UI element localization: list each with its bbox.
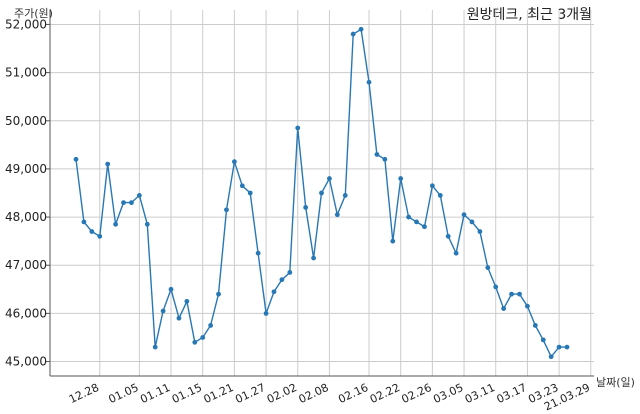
x-tick-label: 03.05 (431, 381, 465, 406)
data-point (129, 200, 134, 206)
data-point (319, 190, 324, 196)
data-point (287, 270, 293, 275)
data-point (73, 156, 79, 162)
x-tick-label: 01.27 (233, 381, 267, 406)
x-tick-label: 02.08 (297, 381, 331, 406)
x-tick-label: 02.02 (265, 381, 299, 406)
data-point (461, 212, 467, 218)
data-point (239, 183, 245, 189)
chart-title: 원방테크, 최근 3개월 (467, 7, 592, 23)
data-point (144, 221, 150, 227)
x-tick-label: 01.11 (138, 381, 172, 406)
data-point (342, 193, 348, 198)
x-tick-label: 03.11 (463, 381, 497, 406)
data-point (501, 306, 507, 311)
data-point (200, 335, 206, 340)
data-point (374, 152, 380, 157)
y-tick-label: 47,000 (5, 258, 47, 272)
x-tick-label: 02.16 (336, 381, 370, 406)
x-tick-label: 01.05 (107, 381, 141, 406)
data-point (255, 250, 261, 256)
data-point (327, 176, 332, 181)
data-point (390, 238, 396, 244)
data-point (429, 183, 435, 189)
data-point (81, 219, 87, 225)
x-tick-label: 12.28 (67, 381, 101, 406)
data-point (89, 229, 95, 234)
data-point (192, 339, 198, 345)
data-point (564, 344, 570, 350)
y-tick-label: 52,000 (5, 17, 47, 31)
data-point (469, 219, 475, 225)
data-point (517, 291, 522, 297)
y-tick-label: 45,000 (5, 355, 47, 369)
data-point (176, 315, 182, 321)
data-point (97, 233, 103, 239)
series (73, 26, 570, 360)
data-point (224, 207, 229, 213)
y-axis-label: 주가(원) (14, 7, 53, 20)
axes (49, 10, 594, 377)
data-point (311, 255, 316, 261)
data-point (382, 156, 388, 162)
data-point (105, 161, 111, 167)
data-point (168, 286, 174, 292)
data-point (556, 344, 562, 350)
data-point (113, 221, 118, 227)
data-point (406, 214, 412, 220)
x-tick-label: 01.15 (170, 381, 204, 406)
gridlines (50, 10, 594, 376)
y-tick-label: 48,000 (5, 210, 47, 224)
data-point (532, 323, 538, 328)
y-tick-label: 49,000 (5, 162, 47, 176)
data-point (493, 284, 499, 290)
data-point (509, 291, 514, 297)
data-point (540, 337, 546, 343)
data-point (152, 344, 158, 350)
data-point (263, 310, 269, 316)
data-point (231, 159, 237, 165)
data-point (121, 200, 126, 206)
data-point (366, 79, 372, 85)
data-point (437, 193, 443, 198)
x-tick-label: 03.17 (495, 381, 529, 406)
y-tick-label: 51,000 (5, 66, 47, 80)
data-point (271, 289, 277, 295)
data-point (295, 125, 301, 131)
x-ticks: 12.28 01.0501.1101.1501.2101.2702.0202.08… (67, 381, 592, 413)
x-tick-label: 02.26 (400, 381, 434, 406)
data-point (548, 354, 554, 360)
data-point (477, 229, 483, 234)
data-point (334, 212, 340, 218)
data-point (445, 233, 451, 239)
data-point (303, 205, 309, 210)
y-tick-label: 50,000 (5, 114, 47, 128)
data-point (279, 277, 285, 283)
data-point (216, 291, 221, 297)
data-point (136, 193, 142, 198)
data-point (208, 323, 214, 328)
data-point (414, 219, 419, 225)
data-point (358, 26, 364, 32)
data-point (184, 298, 190, 304)
data-point (422, 224, 427, 230)
x-tick-label: 01.21 (202, 381, 236, 406)
y-ticks: 45,000 46,000 47,000 48,000 49,000 50,000 51,0… (5, 17, 50, 369)
data-point (485, 265, 491, 271)
data-point (525, 303, 530, 309)
data-point (247, 190, 253, 196)
x-tick-label: 02.22 (368, 381, 402, 406)
data-point (453, 250, 459, 256)
y-tick-label: 46,000 (5, 306, 47, 320)
x-axis-label: 날짜(일) (596, 375, 635, 389)
data-point (350, 31, 356, 37)
data-point (160, 308, 166, 314)
data-point (398, 176, 404, 181)
